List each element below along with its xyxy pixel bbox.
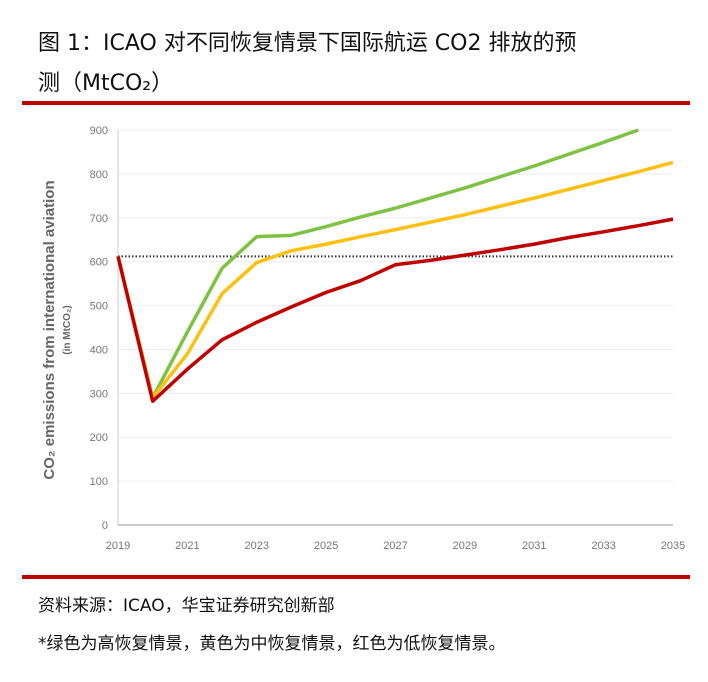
y-tick-label: 500: [90, 301, 108, 313]
x-tick-label: 2025: [314, 540, 338, 552]
x-tick-label: 2023: [245, 540, 269, 552]
y-tick-label: 200: [90, 432, 108, 444]
x-tick-label: 2019: [106, 540, 130, 552]
y-tick-label: 900: [90, 125, 108, 137]
y-tick-label: 300: [90, 388, 108, 400]
y-axis-sublabel: (in MtCO₂): [62, 305, 73, 354]
top-divider: [22, 101, 690, 105]
x-tick-label: 2021: [175, 540, 199, 552]
y-tick-label: 800: [90, 169, 108, 181]
bottom-divider: [22, 575, 690, 579]
source-text: 资料来源：ICAO，华宝证券研究创新部: [38, 596, 335, 616]
title-line-1: 图 1：ICAO 对不同恢复情景下国际航运 CO2 排放的预: [38, 31, 577, 56]
x-tick-label: 2035: [661, 540, 685, 552]
title-line-2: 测（MtCO₂）: [38, 71, 174, 96]
y-tick-label: 0: [102, 520, 108, 532]
x-tick-label: 2031: [522, 540, 546, 552]
y-tick-label: 400: [90, 344, 108, 356]
x-tick-label: 2027: [383, 540, 407, 552]
y-tick-label: 100: [90, 476, 108, 488]
series-line-2: [116, 217, 674, 403]
series-line-1: [116, 160, 674, 400]
legend-note: *绿色为高恢复情景，黄色为中恢复情景，红色为低恢复情景。: [38, 634, 506, 654]
figure-title: 图 1：ICAO 对不同恢复情景下国际航运 CO2 排放的预 测（MtCO₂）: [38, 24, 688, 104]
y-tick-label: 600: [90, 257, 108, 269]
y-tick-label: 700: [90, 213, 108, 225]
y-axis-label: CO₂ emissions from international aviatio…: [41, 180, 58, 479]
x-tick-label: 2029: [453, 540, 477, 552]
x-tick-label: 2033: [591, 540, 615, 552]
series-line-0: [116, 128, 639, 400]
